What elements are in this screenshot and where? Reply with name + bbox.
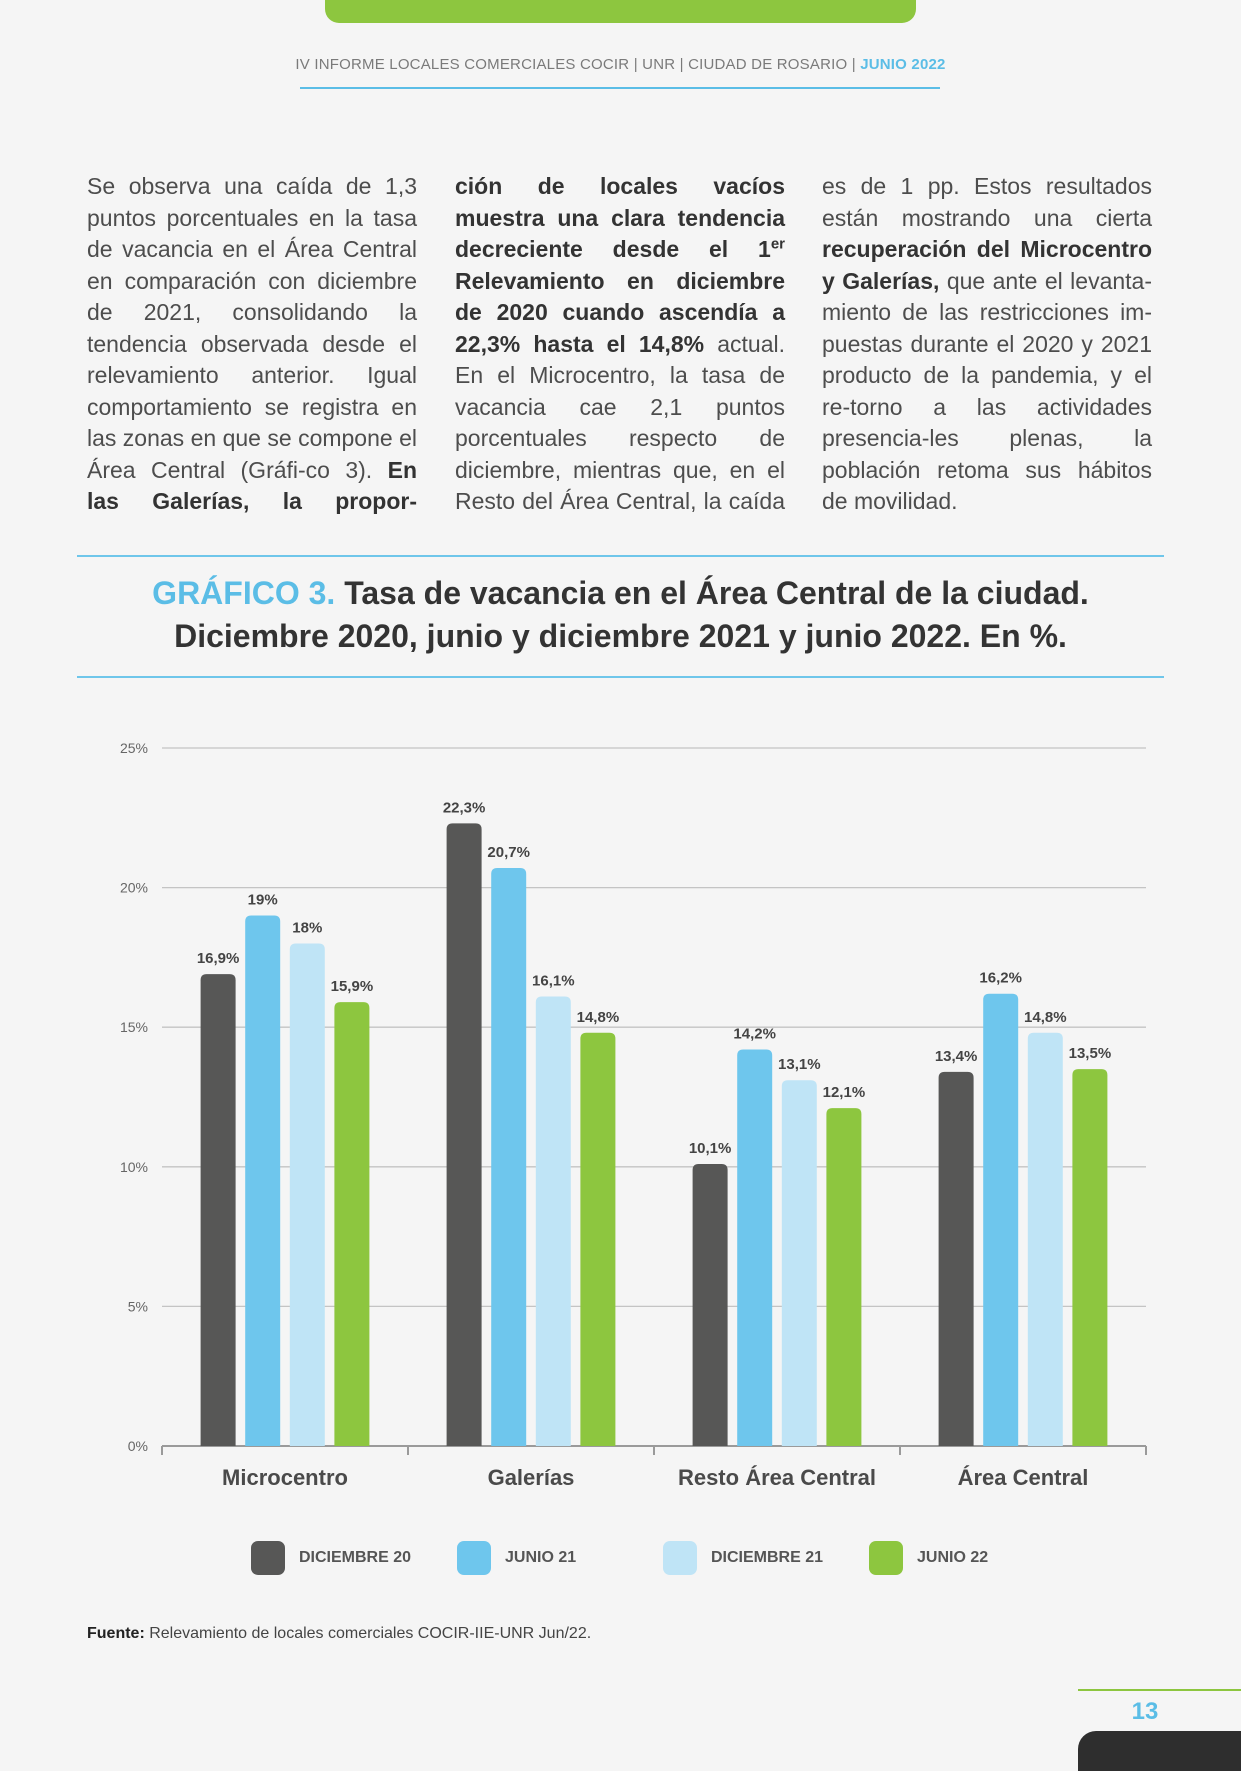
legend-swatch (457, 1541, 491, 1575)
running-header-text: IV INFORME LOCALES COMERCIALES COCIR | U… (295, 56, 861, 73)
bar (245, 915, 281, 1446)
category-label: Microcentro (222, 1465, 348, 1490)
category-label: Área Central (958, 1465, 1089, 1490)
legend-label: DICIEMBRE 21 (711, 1549, 824, 1566)
bar (737, 1049, 773, 1446)
running-header-date: JUNIO 2022 (860, 56, 946, 73)
legend-swatch (251, 1541, 285, 1575)
category-label: Galerías (488, 1465, 575, 1490)
col3-text-2: que ante el levanta-miento de las restri… (822, 267, 1152, 515)
chart-title-line2: Diciembre 2020, junio y diciembre 2021 y… (174, 618, 1067, 654)
data-label: 12,1% (823, 1084, 866, 1101)
data-label: 14,2% (733, 1026, 776, 1043)
bar (491, 868, 527, 1446)
chart-legend: DICIEMBRE 20 JUNIO 21 DICIEMBRE 21 JUNIO… (0, 1540, 1241, 1576)
col2-text: actual. En el Microcentro, la tasa de va… (455, 330, 785, 515)
col2-superscript: er (770, 235, 785, 253)
col3-text-1: es de 1 pp. Estos resultados están mostr… (822, 173, 1152, 231)
legend-label: DICIEMBRE 20 (299, 1549, 412, 1566)
col2-bold-1: ción de locales vacíos muestra una clara… (455, 173, 785, 262)
bar (289, 943, 325, 1446)
data-label: 18% (292, 919, 322, 936)
running-header: IV INFORME LOCALES COMERCIALES COCIR | U… (0, 56, 1241, 73)
data-label: 22,3% (443, 799, 486, 816)
chart-title-rule-bottom (77, 676, 1164, 678)
chart-title-line1: Tasa de vacancia en el Área Central de l… (335, 575, 1089, 611)
text-column-3: es de 1 pp. Estos resultados están mostr… (822, 171, 1152, 518)
bar (580, 1032, 616, 1446)
data-label: 16,9% (197, 950, 240, 967)
text-column-2: ción de locales vacíos muestra una clara… (455, 171, 785, 518)
page-number-rule (1078, 1689, 1241, 1691)
data-label: 20,7% (487, 844, 530, 861)
data-label: 16,2% (979, 970, 1022, 987)
y-tick-label: 0% (128, 1438, 148, 1454)
bar-chart: 0% 5% 10% 15% 20% 25% 16,9% 19% 18% 15,9% Microcen… (120, 740, 1147, 1490)
page-number: 13 (1131, 1698, 1159, 1725)
bar (535, 996, 571, 1446)
data-label: 10,1% (689, 1140, 732, 1157)
legend-item-junio-22: JUNIO 22 (869, 1540, 988, 1576)
bar (983, 993, 1019, 1446)
legend-item-diciembre-21: DICIEMBRE 21 (663, 1540, 823, 1576)
legend-item-junio-21: JUNIO 21 (457, 1540, 576, 1576)
y-tick-label: 20% (120, 880, 148, 896)
col1-text: Se observa una caída de 1,3 puntos porce… (87, 173, 417, 483)
source-note: Fuente: Relevamiento de locales comercia… (87, 1625, 591, 1643)
bar (826, 1108, 862, 1446)
y-tick-label: 15% (120, 1019, 148, 1035)
data-label: 19% (248, 892, 278, 909)
chart-title-label: GRÁFICO 3. (152, 575, 336, 611)
top-accent-tab (325, 0, 916, 23)
bar (446, 823, 482, 1446)
bar (200, 974, 236, 1446)
bar (1027, 1032, 1063, 1446)
source-text: Relevamiento de locales comerciales COCI… (144, 1625, 592, 1642)
legend-swatch (663, 1541, 697, 1575)
data-label: 16,1% (532, 972, 575, 989)
data-label: 13,4% (935, 1048, 978, 1065)
legend-swatch (869, 1541, 903, 1575)
text-column-1: Se observa una caída de 1,3 puntos porce… (87, 171, 417, 518)
data-label: 14,8% (577, 1009, 620, 1026)
bar (781, 1080, 817, 1446)
chart-title-rule-top (77, 555, 1164, 557)
legend-label: JUNIO 22 (917, 1549, 989, 1566)
data-label: 13,5% (1069, 1045, 1112, 1062)
col2-bold-2: Relevamiento en diciembre de 2020 cuando… (455, 267, 785, 357)
legend-label: JUNIO 21 (505, 1549, 577, 1566)
chart-title: GRÁFICO 3. Tasa de vacancia en el Área C… (0, 572, 1241, 658)
source-label: Fuente: (87, 1625, 145, 1642)
y-tick-label: 10% (120, 1159, 148, 1175)
data-label: 15,9% (331, 978, 374, 995)
col3-bold: recuperación del Microcentro y Galerías, (822, 236, 1152, 294)
data-label: 14,8% (1024, 1009, 1067, 1026)
y-tick-label: 5% (128, 1298, 148, 1314)
col1-bold: En las Galerías, la propor- (87, 456, 417, 515)
y-tick-label: 25% (120, 740, 148, 756)
category-label: Resto Área Central (678, 1465, 876, 1490)
bar (692, 1164, 728, 1446)
legend-item-diciembre-20: DICIEMBRE 20 (251, 1540, 411, 1576)
bar (938, 1071, 974, 1446)
bar (1072, 1069, 1108, 1446)
page-corner-tab (1078, 1731, 1241, 1771)
header-rule (300, 87, 940, 89)
bar (334, 1002, 370, 1446)
data-label: 13,1% (778, 1056, 821, 1073)
